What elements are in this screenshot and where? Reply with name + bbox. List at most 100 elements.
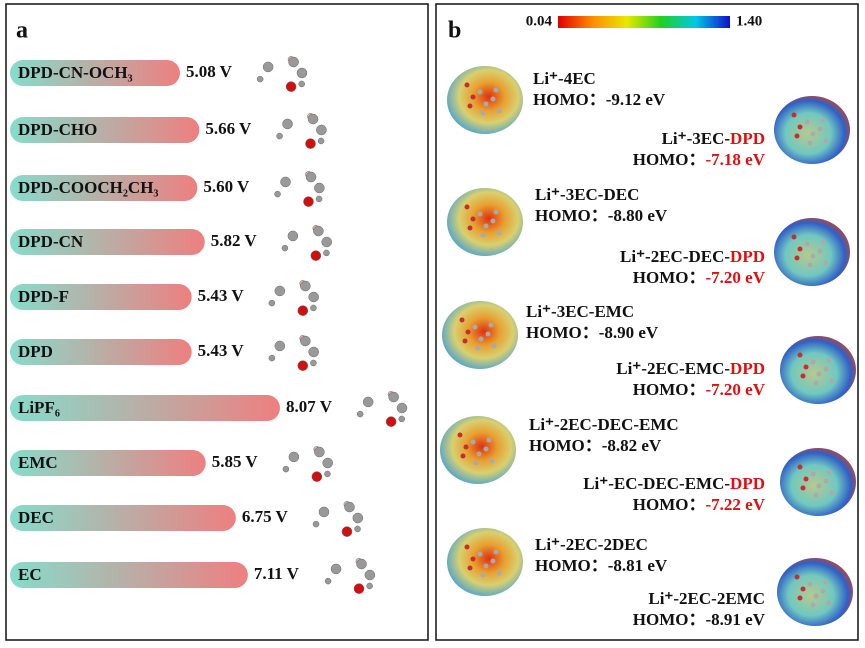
atom: [314, 182, 325, 194]
atom: [817, 126, 823, 132]
atom: [480, 110, 486, 116]
atom: [470, 556, 476, 562]
atom: [816, 371, 822, 377]
value-label: 5.66 V: [205, 119, 252, 138]
atom: [318, 506, 330, 518]
atom: [803, 364, 809, 370]
homo-label: HOMO：: [633, 610, 706, 629]
atom: [797, 124, 803, 130]
atom: [464, 82, 470, 88]
atom: [486, 437, 492, 443]
atom: [268, 354, 276, 362]
atom: [491, 343, 497, 349]
atom: [310, 304, 317, 312]
homo-label: HOMO：: [633, 495, 706, 514]
homo-value: -8.81 eV: [608, 556, 668, 575]
atom: [490, 558, 496, 564]
esp-map: [447, 66, 523, 134]
value-label: 8.07 V: [286, 397, 333, 416]
atom: [459, 317, 465, 323]
complex-name-part: Li⁺-2EC-2EMC: [648, 589, 765, 608]
atom: [321, 236, 332, 248]
bar: [10, 284, 192, 310]
atom: [457, 432, 463, 438]
homo-label: HOMO：: [526, 323, 599, 342]
panel-b-frame: [435, 3, 859, 641]
category-label: DPD-CN: [18, 232, 84, 251]
atom: [307, 113, 319, 125]
homo-text: HOMO：-8.82 eV: [529, 436, 662, 455]
complex-name: Li⁺-3EC-DPD: [662, 129, 765, 148]
atom: [480, 232, 486, 238]
atom: [493, 87, 499, 93]
homo-value: -8.91 eV: [706, 610, 766, 629]
atom: [300, 280, 311, 292]
homo-label: HOMO：: [535, 206, 608, 225]
bar: [10, 229, 205, 255]
esp-map: [440, 416, 516, 484]
complex-name: Li⁺-2EC-2DEC: [535, 535, 648, 554]
atom: [490, 218, 496, 224]
atom: [324, 470, 331, 478]
atom: [800, 586, 806, 592]
atom: [300, 335, 311, 347]
homo-value: -9.12 eV: [606, 90, 666, 109]
complex-name: Li⁺-2EC-2EMC: [648, 589, 765, 608]
complex-name: Li⁺-3EC-DEC: [535, 185, 639, 204]
atom: [794, 133, 800, 139]
atom: [823, 579, 829, 585]
category-label: EC: [18, 565, 42, 584]
bar: [10, 117, 200, 143]
atom: [480, 572, 486, 578]
atom: [810, 471, 816, 477]
homo-text: HOMO：-8.81 eV: [535, 556, 668, 575]
atom: [826, 600, 832, 606]
atom: [312, 520, 320, 528]
atom: [810, 131, 816, 137]
atom: [276, 132, 283, 140]
complex-highlight: DPD: [730, 129, 765, 148]
atom: [826, 469, 832, 475]
bar: [10, 450, 206, 476]
atom: [362, 396, 374, 408]
atom: [285, 81, 297, 92]
bar: [10, 505, 236, 531]
value-label: 5.60 V: [203, 177, 250, 196]
atom: [288, 451, 300, 463]
esp-map: [774, 96, 850, 164]
atom: [396, 402, 408, 414]
atom: [305, 138, 316, 149]
atom: [465, 329, 471, 335]
atom: [496, 570, 502, 576]
homo-text: HOMO：-8.91 eV: [633, 610, 766, 629]
atom: [477, 89, 483, 95]
colorbar-min: 0.04: [526, 13, 553, 29]
atom: [316, 124, 327, 136]
atom: [485, 331, 491, 337]
atom: [464, 204, 470, 210]
esp-map: [774, 218, 850, 286]
atom: [256, 75, 264, 83]
atom: [352, 512, 364, 524]
atom: [813, 380, 819, 386]
atom: [483, 446, 489, 452]
homo-label: HOMO：: [533, 90, 606, 109]
atom: [330, 563, 342, 575]
complex-name: Li⁺-2EC-DEC-EMC: [529, 415, 679, 434]
complex-name-part: Li⁺-3EC-: [662, 129, 731, 148]
atom: [493, 549, 499, 555]
atom: [287, 230, 299, 242]
atom: [477, 211, 483, 217]
atom: [464, 544, 470, 550]
atom: [303, 196, 314, 207]
atom: [483, 223, 489, 229]
atom: [280, 176, 291, 188]
atom: [315, 195, 323, 203]
esp-map: [447, 528, 523, 596]
atom: [470, 94, 476, 100]
bar: [10, 60, 180, 86]
homo-value: -7.20 eV: [706, 380, 766, 399]
atom: [810, 602, 816, 608]
homo-value: -7.22 eV: [706, 495, 766, 514]
